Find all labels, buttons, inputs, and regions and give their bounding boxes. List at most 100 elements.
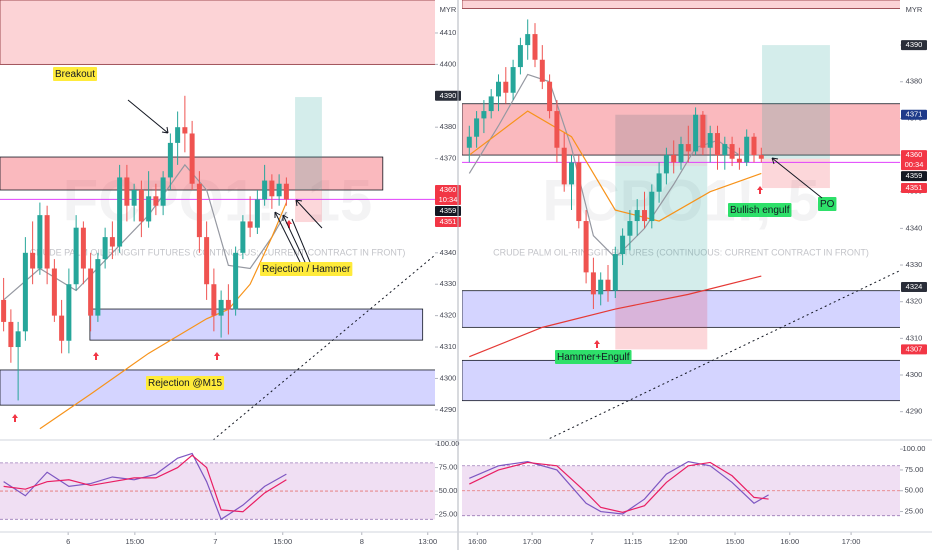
annotation-text: Rejection @M15 — [148, 378, 223, 389]
candle-body — [496, 81, 501, 97]
price-label-bg — [435, 206, 461, 217]
candle-body — [656, 173, 662, 192]
zone — [462, 0, 900, 9]
candle-body — [576, 162, 582, 222]
arrow — [295, 199, 323, 229]
price-label: 4351 — [440, 217, 457, 226]
candle-body — [44, 215, 50, 269]
candle-body — [736, 158, 742, 163]
trend-line — [545, 270, 900, 440]
price-label-bg — [901, 183, 927, 194]
oscillator-tick-label: 100.00 — [437, 439, 460, 448]
annotation-box — [146, 376, 225, 390]
price-pane: FCPO1!, 5 CRUDE PALM OIL-RINGGIT FUTURES … — [462, 0, 900, 440]
candle-body — [124, 177, 130, 206]
y-tick-label: 4310 — [906, 333, 923, 342]
candle-body — [488, 96, 494, 112]
candle-body — [218, 299, 224, 316]
price-label-bg — [435, 90, 461, 101]
price-label-bg — [901, 109, 927, 120]
candle-body — [276, 183, 282, 197]
annotation-box — [555, 350, 632, 364]
candle-body — [678, 144, 684, 163]
candle-body — [758, 155, 764, 159]
candle-body — [481, 111, 487, 119]
candle-body — [510, 67, 516, 93]
candle-body — [671, 155, 677, 163]
y-tick-label: 4400 — [440, 59, 457, 68]
x-tick-label: 17:00 — [523, 537, 542, 546]
candle-body — [37, 215, 43, 269]
price-countdown: 10:34 — [439, 195, 458, 204]
annotation-text: Rejection / Hammer — [262, 264, 351, 275]
zone — [762, 158, 830, 189]
x-tick-label: 8 — [360, 537, 364, 546]
trend-line — [212, 254, 435, 440]
currency-label: MYR — [906, 5, 923, 14]
watermark-symbol: FCPO1!, 15 — [63, 168, 372, 233]
price-label: 4359 — [906, 171, 923, 180]
candle-body — [240, 221, 246, 253]
candle-body — [729, 144, 735, 159]
candle-body — [722, 144, 728, 156]
y-tick-label: 4320 — [440, 311, 457, 320]
candle-body — [95, 259, 101, 316]
annotation-box — [53, 67, 98, 81]
candle-body — [262, 180, 268, 200]
candle-body — [102, 237, 108, 260]
x-tick-label: 15:00 — [726, 537, 745, 546]
candle-body — [131, 190, 137, 206]
candle-body — [211, 284, 217, 316]
annotation-box — [818, 197, 837, 211]
price-label: 4359 — [440, 206, 457, 215]
oscillator-line — [3, 454, 287, 513]
candle-body — [751, 136, 757, 156]
oscillator-tick-label: 25.00 — [439, 510, 458, 519]
price-label: 4351 — [906, 183, 923, 192]
candle-body — [642, 210, 647, 222]
candle-body — [561, 147, 567, 185]
price-label-bg — [901, 171, 927, 182]
zone — [615, 114, 708, 167]
watermark-symbol: FCPO1!, 5 — [542, 168, 819, 233]
candle-body — [605, 279, 611, 291]
candle-body — [583, 221, 589, 273]
x-tick-label: 12:00 — [669, 537, 688, 546]
candle-body — [117, 177, 123, 247]
candle-body — [532, 34, 538, 60]
currency-label: MYR — [440, 5, 457, 14]
moving-average — [3, 163, 287, 301]
price-label-bg — [435, 217, 461, 228]
zone — [462, 359, 900, 402]
candle-body — [146, 196, 152, 222]
y-tick-label: 4330 — [906, 260, 923, 269]
annotation-box — [728, 203, 792, 217]
candle-body — [30, 252, 36, 269]
moving-average — [39, 202, 287, 430]
y-tick-label: 4310 — [440, 342, 457, 351]
price-pane: FCPO1!, 15 CRUDE PALM OIL-RINGGIT FUTURES… — [0, 0, 435, 440]
candle-body — [627, 221, 633, 236]
candle-body — [196, 183, 202, 238]
oscillator-tick-label: 25.00 — [905, 507, 924, 516]
oscillator-line — [3, 452, 287, 521]
y-tick-label: 4410 — [440, 28, 457, 37]
watermark-description: CRUDE PALM OIL-RINGGIT FUTURES (CONTINUO… — [30, 247, 406, 257]
price-label: 4360 — [440, 185, 457, 194]
annotation-text: Bullish engulf — [730, 205, 790, 216]
price-label-bg — [901, 150, 927, 171]
candle-body — [539, 59, 545, 82]
arrow — [282, 214, 306, 263]
zone — [295, 97, 322, 191]
candle-body — [663, 155, 669, 174]
oscillator-tick-label: 100.00 — [903, 444, 926, 453]
candle-body — [693, 114, 699, 152]
candle-body — [569, 162, 574, 185]
candle-body — [204, 237, 210, 285]
zone — [462, 290, 900, 328]
price-label: 4307 — [906, 344, 923, 353]
x-tick-label: 7 — [590, 537, 594, 546]
annotation-text: Hammer+Engulf — [557, 352, 630, 363]
